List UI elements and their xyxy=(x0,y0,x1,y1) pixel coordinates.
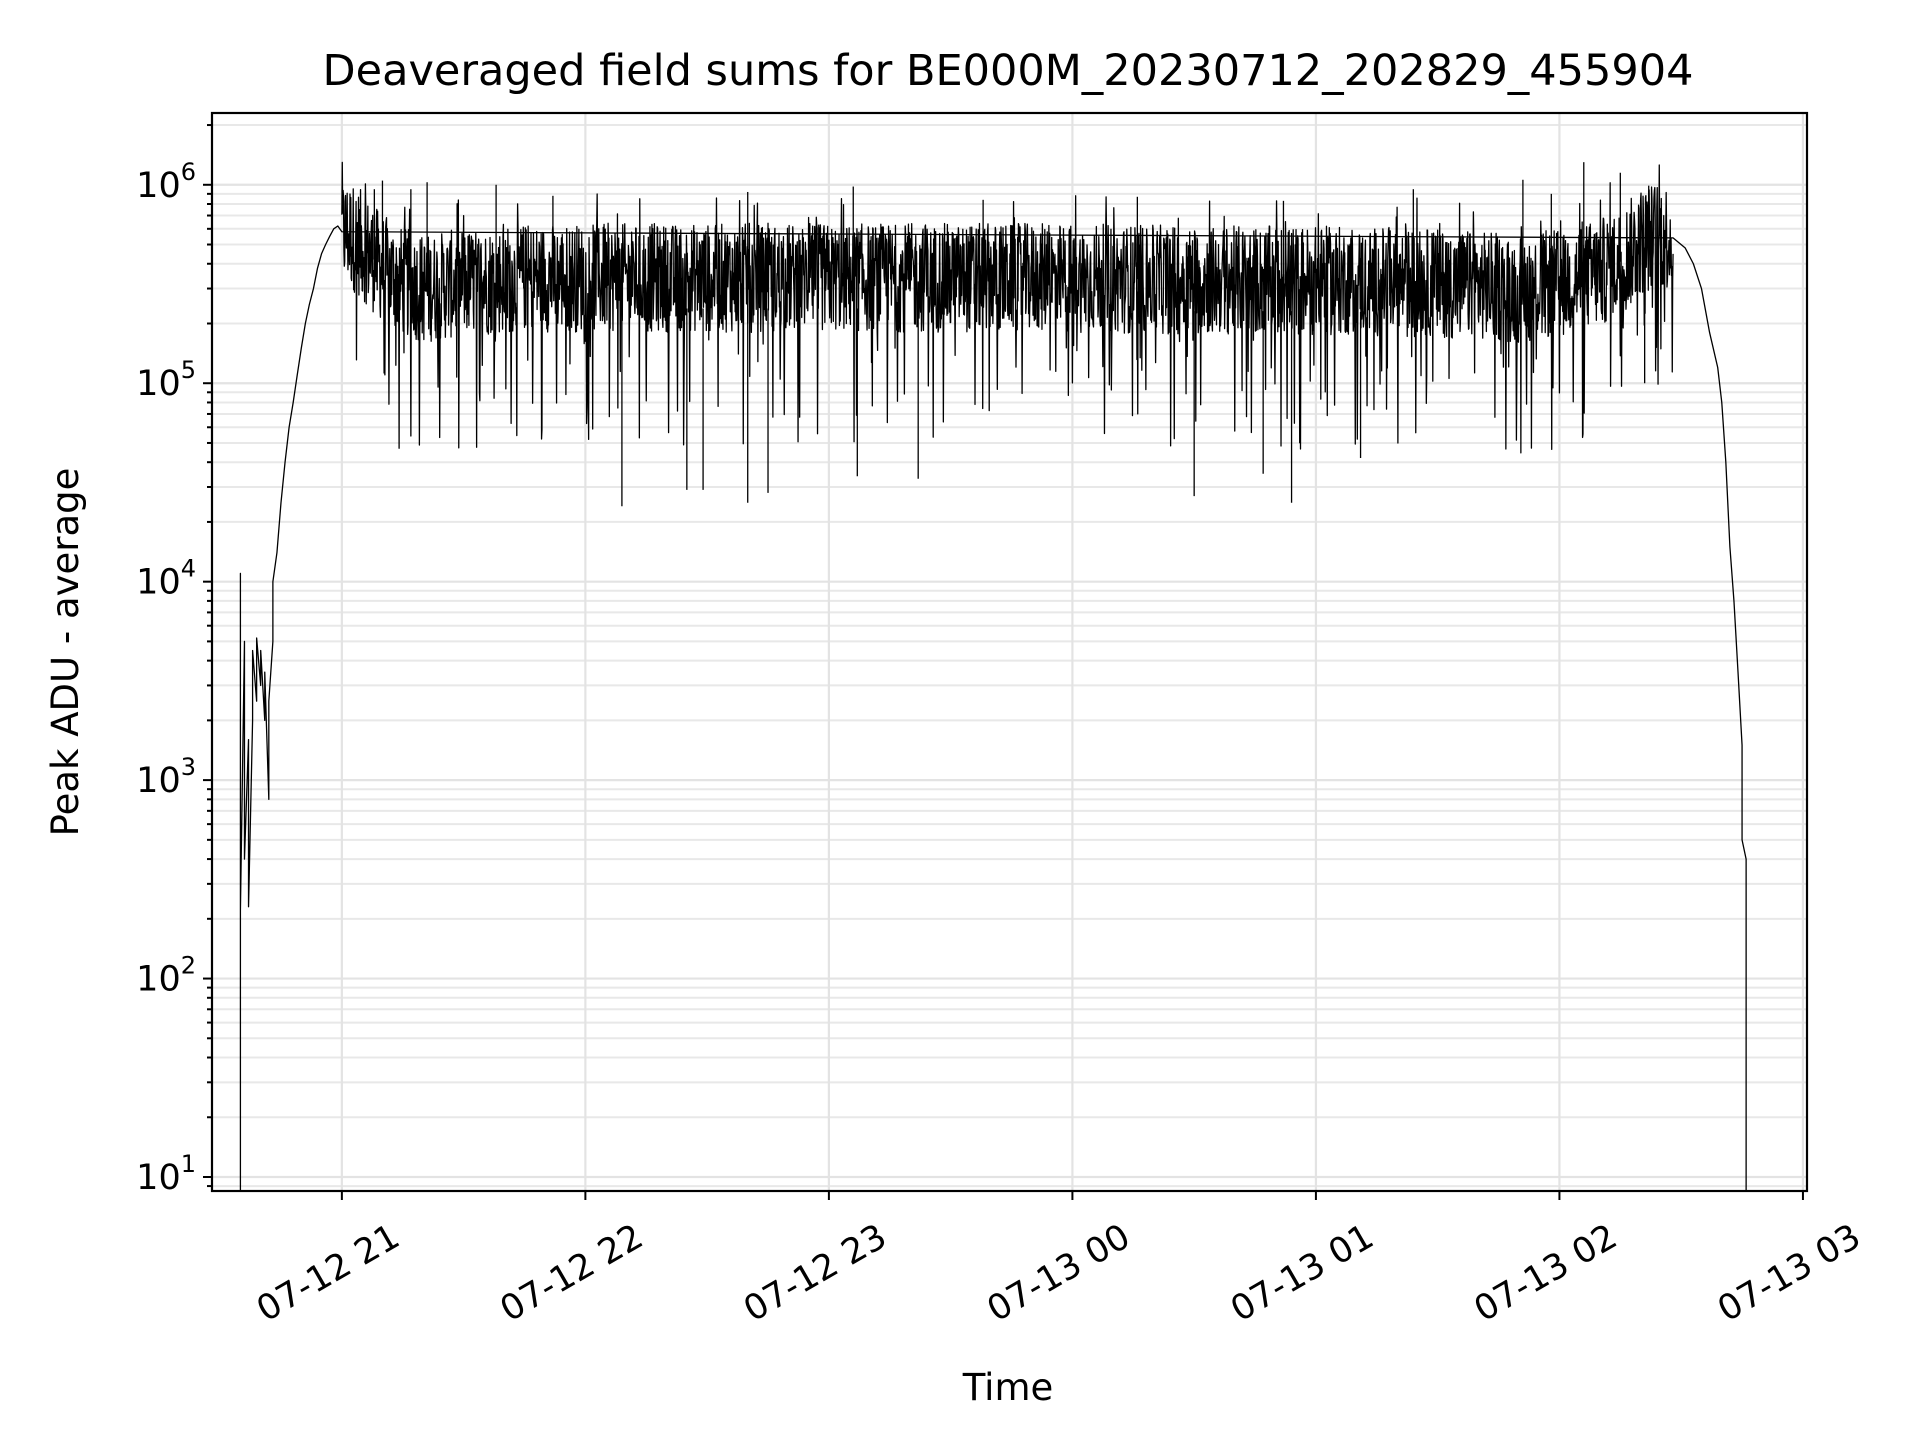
y-axis: 101 102 103 104 105 106 xyxy=(136,124,212,1198)
x-axis-label: Time xyxy=(962,1366,1054,1409)
plot-frame xyxy=(210,111,1809,1193)
y-tick-label: 105 xyxy=(136,356,196,404)
y-tick-label: 102 xyxy=(136,952,196,1000)
series-edges xyxy=(239,225,1747,1191)
y-tick-label: 103 xyxy=(136,753,196,801)
y-axis-label: Peak ADU - average xyxy=(44,468,87,837)
chart-title: Deaveraged field sums for BE000M_2023071… xyxy=(323,46,1694,96)
series xyxy=(239,161,1747,1191)
y-tick-label: 104 xyxy=(136,555,196,603)
y-tick-label: 106 xyxy=(136,158,196,206)
series-plateau xyxy=(341,161,1674,454)
y-tick-label: 101 xyxy=(136,1150,196,1198)
